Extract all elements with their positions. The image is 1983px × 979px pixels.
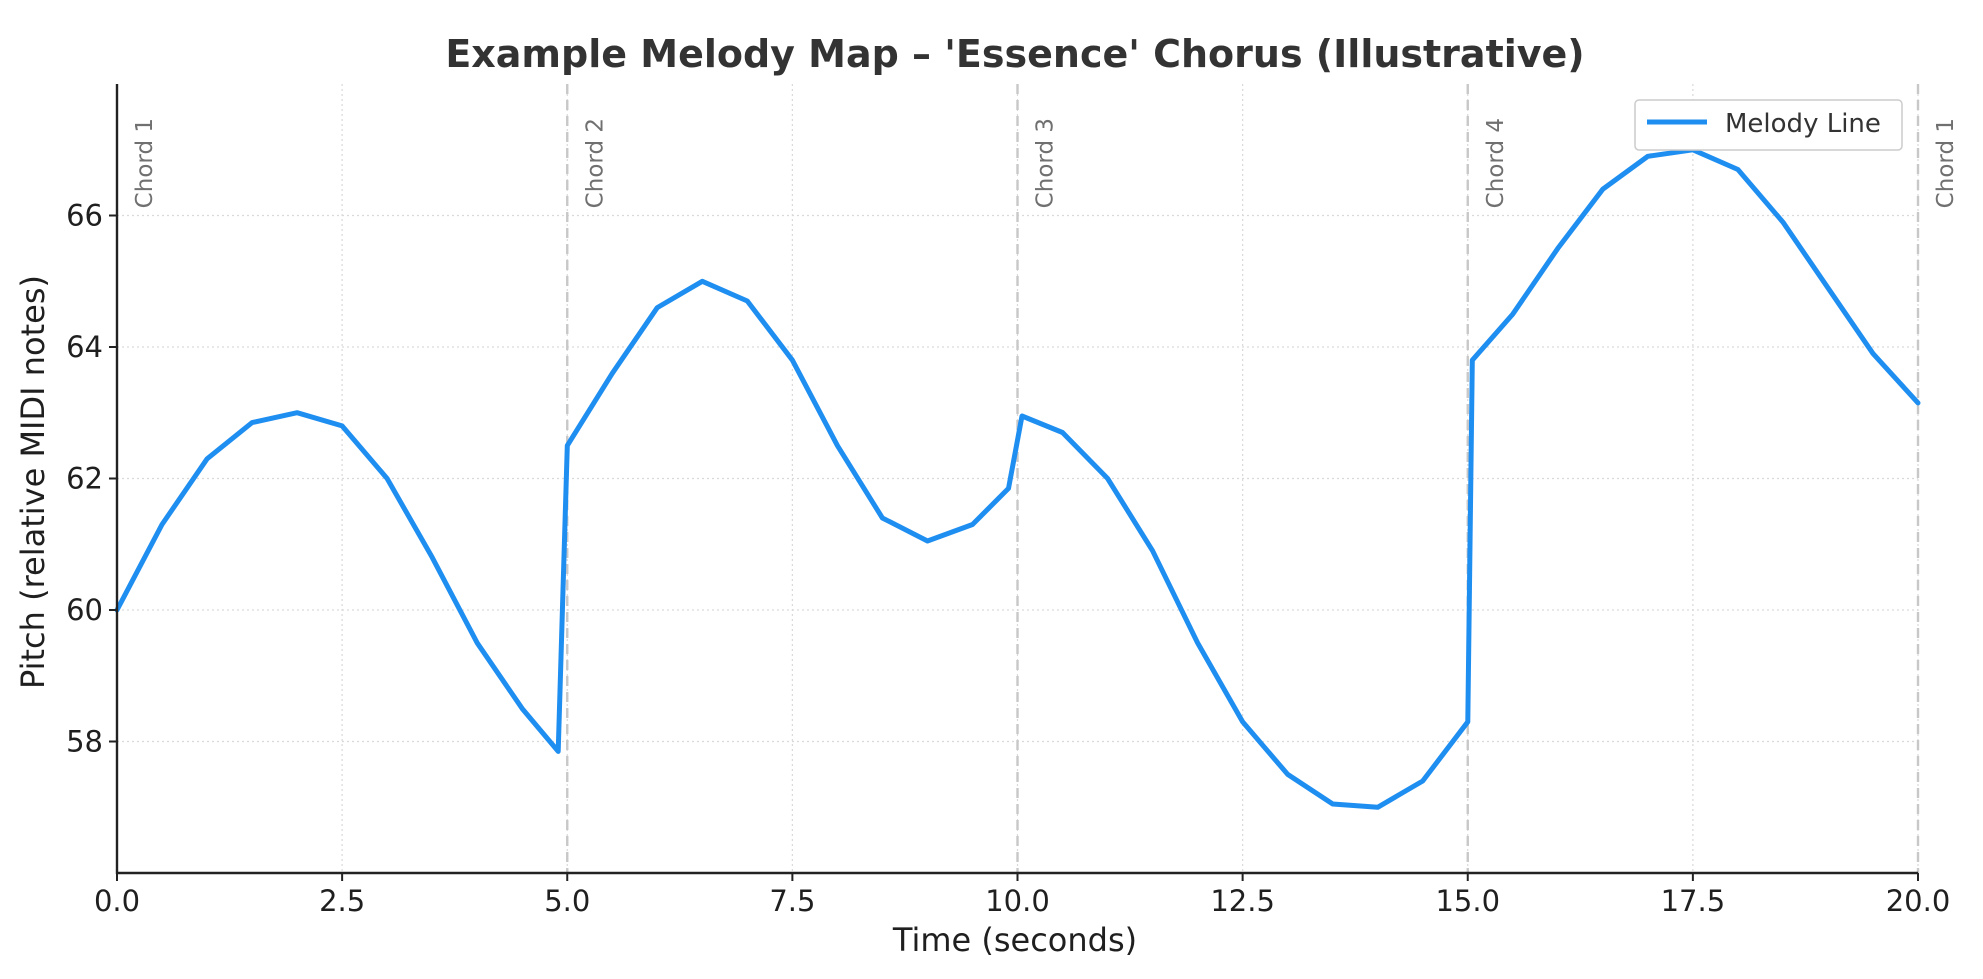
chord-marker-label: Chord 1 — [132, 118, 158, 208]
chord-marker-label: Chord 3 — [1033, 118, 1059, 208]
x-tick-label: 12.5 — [1210, 884, 1275, 918]
chord-marker-label: Chord 2 — [582, 118, 608, 208]
y-axis-label: Pitch (relative MIDI notes) — [14, 275, 52, 689]
legend-box — [1634, 99, 1903, 151]
chord-markers: Chord 1 Chord 2 Chord 3 Chord 4 Chord 1 — [132, 84, 1959, 873]
y-tick-label: 64 — [66, 330, 103, 364]
legend: Melody Line — [1634, 99, 1903, 151]
legend-label-melody-line: Melody Line — [1725, 109, 1881, 139]
series-layer — [114, 147, 1921, 810]
y-tick-label: 60 — [66, 593, 103, 627]
y-tick-label: 66 — [66, 199, 103, 233]
series-line-melody — [114, 147, 1921, 810]
x-tick-label: 10.0 — [985, 884, 1050, 918]
x-tick-label: 2.5 — [319, 884, 365, 918]
x-tick-label: 0.0 — [94, 884, 140, 918]
x-tick-label: 5.0 — [544, 884, 590, 918]
chord-marker-label: Chord 4 — [1483, 118, 1509, 208]
y-tick-label: 58 — [66, 725, 103, 759]
x-tick-label: 17.5 — [1661, 884, 1726, 918]
y-tick-label: 62 — [66, 462, 103, 496]
x-tick-label: 15.0 — [1435, 884, 1500, 918]
chord-marker-label: Chord 1 — [1933, 118, 1959, 208]
x-axis-label: Time (seconds) — [892, 921, 1137, 959]
chart-title: Example Melody Map – 'Essence' Chorus (I… — [445, 32, 1584, 76]
x-tick-label: 20.0 — [1886, 884, 1951, 918]
axes: 0.0 2.5 5.0 7.5 10.0 12.5 15.0 17.5 20.0 58 60 62 64… — [66, 84, 1950, 918]
x-tick-label: 7.5 — [769, 884, 815, 918]
